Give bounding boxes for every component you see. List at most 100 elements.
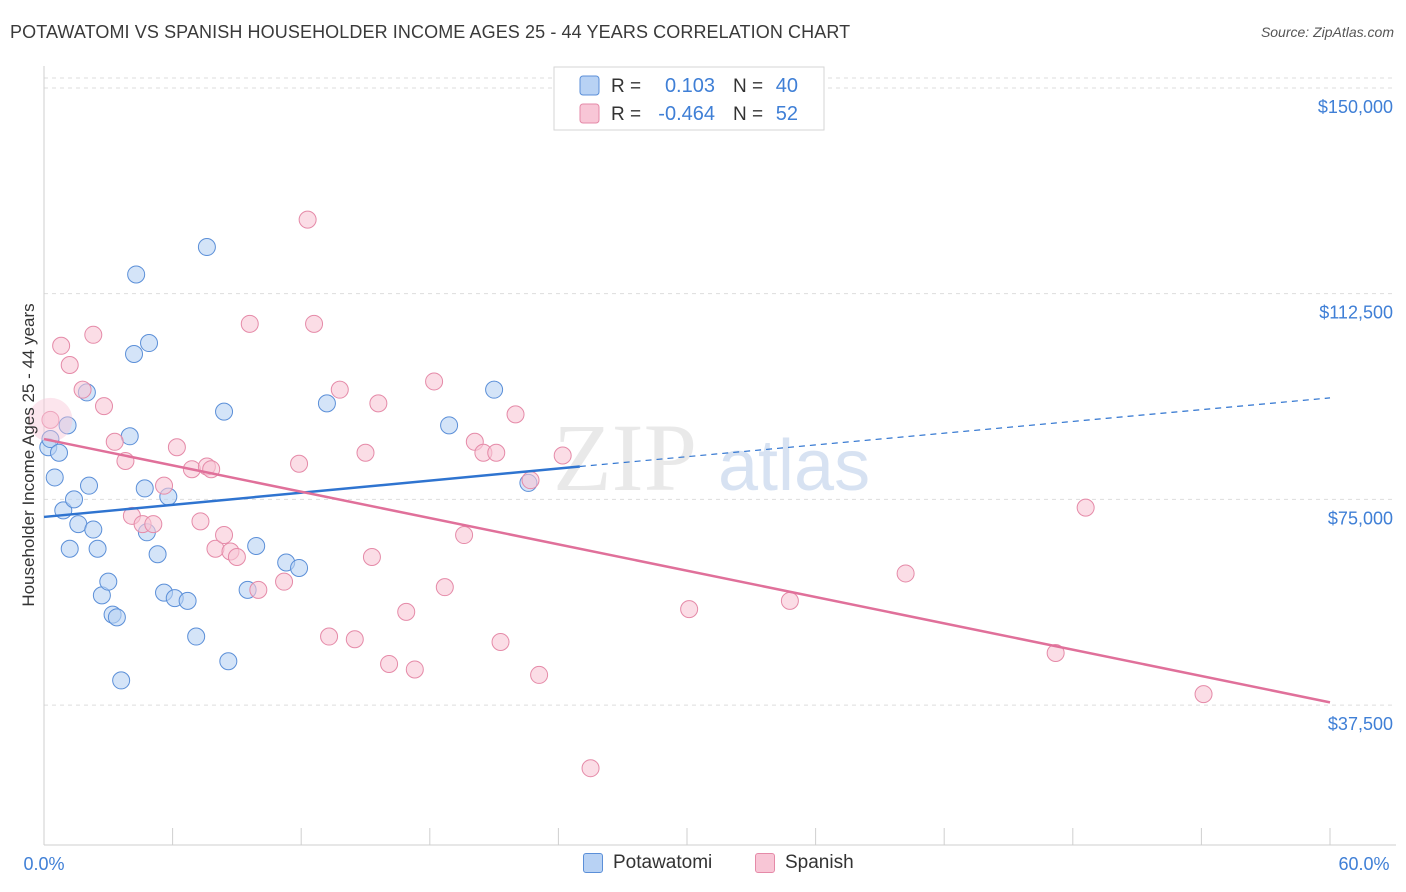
potawatomi-point	[60, 539, 79, 558]
potawatomi-point	[127, 265, 146, 284]
spanish-point	[144, 515, 163, 534]
trend-lines	[43, 397, 1331, 704]
y-tick-label: $37,500	[1328, 714, 1393, 734]
spanish-point	[369, 394, 388, 413]
spanish-point	[487, 443, 506, 462]
spanish-point	[680, 600, 699, 619]
spanish-trend-line	[43, 437, 1331, 704]
potawatomi-point	[187, 627, 206, 646]
spanish-point	[298, 210, 317, 229]
spanish-point	[425, 372, 444, 391]
legend-n-value-spanish: 52	[776, 103, 798, 125]
potawatomi-point	[290, 558, 309, 577]
potawatomi-point	[58, 416, 77, 435]
spanish-point	[60, 355, 79, 374]
chart-title: POTAWATOMI VS SPANISH HOUSEHOLDER INCOME…	[10, 22, 851, 42]
legend-swatch-potawatomi	[579, 75, 600, 96]
spanish-point	[330, 380, 349, 399]
potawatomi-point	[80, 476, 99, 495]
potawatomi-point	[485, 380, 504, 399]
spanish-point	[167, 438, 186, 457]
spanish-point	[275, 572, 294, 591]
legend-n-label-spanish: N =	[733, 104, 763, 125]
spanish-point	[1046, 643, 1065, 662]
spanish-point	[191, 512, 210, 531]
legend-n-value-potawatomi: 40	[776, 75, 798, 97]
axes	[43, 66, 1396, 846]
spanish-point	[95, 397, 114, 416]
spanish-point	[305, 314, 324, 333]
spanish-point	[780, 591, 799, 610]
spanish-point	[491, 633, 510, 652]
potawatomi-point	[45, 468, 64, 487]
legend-r-label-spanish: R =	[611, 104, 641, 125]
watermark-zip: ZIP	[553, 404, 697, 511]
potawatomi-point	[107, 608, 126, 627]
potawatomi-point	[178, 591, 197, 610]
spanish-point	[506, 405, 525, 424]
spanish-point	[397, 602, 416, 621]
x-ticks	[43, 828, 1331, 845]
potawatomi-point	[140, 334, 159, 353]
legend-r-value-spanish: -0.464	[658, 103, 715, 125]
spanish-point	[41, 410, 60, 429]
potawatomi-point	[197, 238, 216, 257]
potawatomi-point	[112, 671, 131, 690]
spanish-point	[455, 526, 474, 545]
x-tick-label-max: 60.0%	[1338, 854, 1389, 874]
potawatomi-point	[84, 520, 103, 539]
potawatomi-point	[125, 345, 144, 364]
potawatomi-point	[120, 427, 139, 446]
potawatomi-point	[317, 394, 336, 413]
spanish-point	[345, 630, 364, 649]
spanish-point	[581, 759, 600, 778]
spanish-point	[896, 564, 915, 583]
y-tick-label: $150,000	[1318, 97, 1393, 117]
spanish-point	[227, 547, 246, 566]
potawatomi-point	[219, 652, 238, 671]
grid-lines	[44, 77, 1396, 706]
spanish-point	[356, 443, 375, 462]
y-tick-label: $75,000	[1328, 508, 1393, 528]
legend-item-spanish: Spanish	[755, 852, 854, 874]
spanish-point	[155, 476, 174, 495]
legend-r-label-potawatomi: R =	[611, 76, 641, 97]
spanish-point	[435, 578, 454, 597]
spanish-point	[530, 665, 549, 684]
y-axis-label: Householder Income Ages 25 - 44 years	[19, 303, 38, 606]
potawatomi-points	[39, 238, 538, 690]
potawatomi-point	[88, 539, 107, 558]
spanish-point	[240, 314, 259, 333]
legend-top: R = 0.103 N = 40 R = -0.464 N = 52	[553, 66, 825, 131]
y-tick-labels: $150,000 $112,500 $75,000 $37,500	[1318, 97, 1393, 734]
spanish-point	[521, 471, 540, 490]
potawatomi-point	[99, 572, 118, 591]
spanish-point	[52, 336, 71, 355]
legend-swatch-spanish	[579, 103, 600, 124]
y-tick-label: $112,500	[1319, 303, 1393, 323]
spanish-point	[1076, 498, 1095, 517]
spanish-point	[215, 526, 234, 545]
potawatomi-trend-line	[43, 465, 580, 519]
potawatomi-point	[65, 490, 84, 509]
potawatomi-point	[440, 416, 459, 435]
legend-label-potawatomi: Potawatomi	[613, 852, 713, 873]
potawatomi-point	[247, 537, 266, 556]
spanish-point	[380, 654, 399, 673]
legend-bottom: Potawatomi Spanish	[0, 848, 1406, 880]
spanish-point	[405, 660, 424, 679]
spanish-point	[249, 580, 268, 599]
spanish-point	[320, 627, 339, 646]
spanish-point	[553, 446, 572, 465]
legend-swatch-spanish	[755, 853, 775, 873]
legend-r-value-potawatomi: 0.103	[665, 75, 715, 97]
spanish-point	[105, 432, 124, 451]
potawatomi-point	[50, 443, 69, 462]
potawatomi-point	[148, 545, 167, 564]
potawatomi-point	[215, 402, 234, 421]
potawatomi-trend-extension	[579, 397, 1331, 468]
legend-item-potawatomi: Potawatomi	[583, 852, 712, 874]
spanish-point	[290, 454, 309, 473]
spanish-point	[73, 380, 92, 399]
